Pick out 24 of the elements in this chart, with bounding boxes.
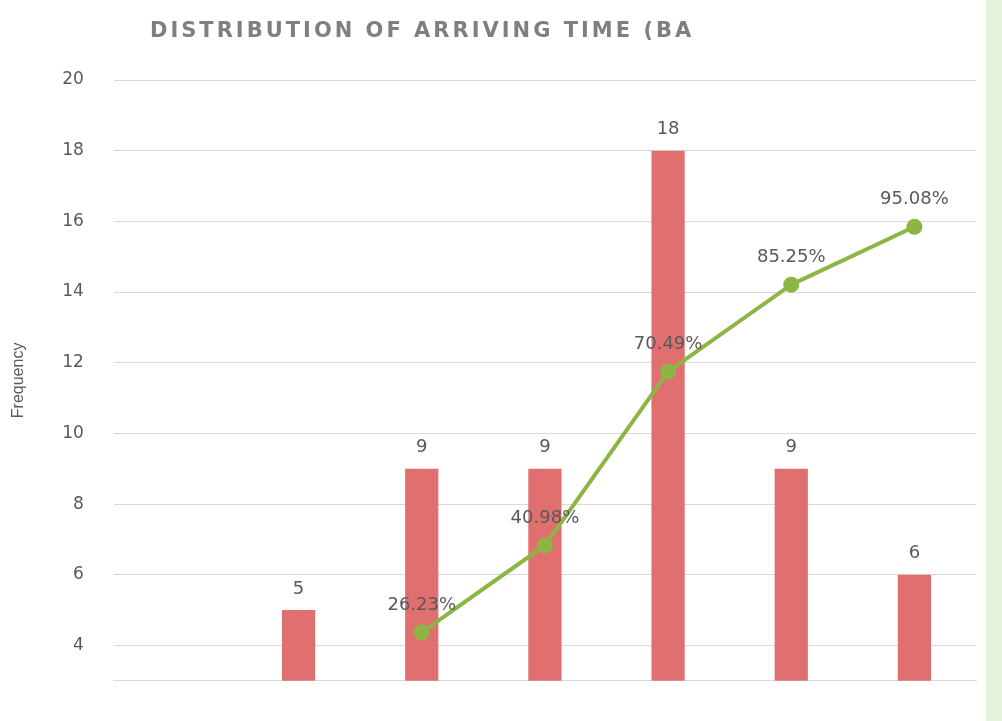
data-label: 9 <box>416 435 428 457</box>
data-label: 9 <box>785 435 797 457</box>
y-tick-label: 6 <box>73 563 84 584</box>
y-tick-label: 4 <box>73 633 84 654</box>
data-label: 95.08% <box>880 187 949 209</box>
y-tick-label: 8 <box>73 492 84 513</box>
point <box>413 624 430 641</box>
data-label: 9 <box>539 435 551 457</box>
y-tick-label: 20 <box>62 68 84 89</box>
chart-title: DISTRIBUTION OF ARRIVING TIME (BA <box>150 18 695 42</box>
y-tick-label: 18 <box>62 139 84 160</box>
point <box>906 218 923 235</box>
data-label: 85.25% <box>756 245 826 267</box>
data-label: 5 <box>292 576 305 598</box>
point <box>536 537 553 554</box>
data-label: 6 <box>908 541 921 563</box>
data-label: 18 <box>656 117 680 139</box>
y-axis-title: Frequency <box>9 342 27 419</box>
y-tick-label: 10 <box>62 421 84 442</box>
point <box>660 363 677 380</box>
y-tick-label: 16 <box>62 209 84 230</box>
point <box>783 276 800 293</box>
y-tick-label: 12 <box>62 351 84 372</box>
y-tick-label: 14 <box>62 280 84 301</box>
